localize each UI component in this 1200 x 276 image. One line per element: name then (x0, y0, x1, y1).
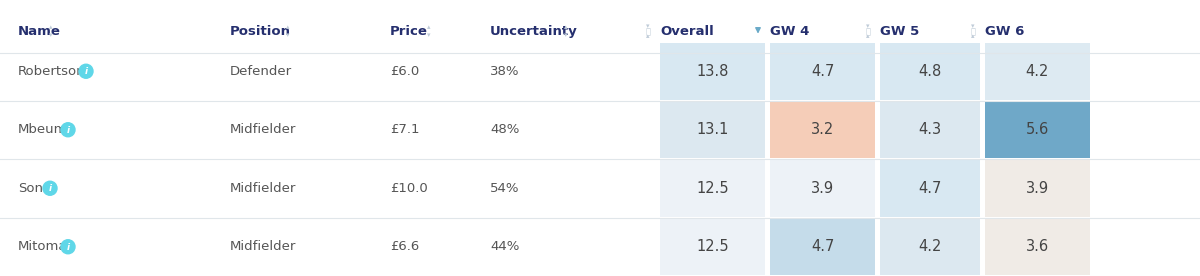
Text: 48%: 48% (490, 123, 520, 136)
Circle shape (79, 64, 94, 78)
Text: Position: Position (230, 25, 292, 38)
Text: Robertson: Robertson (18, 65, 85, 78)
Text: 3.9: 3.9 (811, 181, 834, 196)
Text: GW 5: GW 5 (880, 25, 919, 38)
Text: 38%: 38% (490, 65, 520, 78)
Text: GW 4: GW 4 (770, 25, 809, 38)
Bar (770, 219, 875, 275)
Text: 4.7: 4.7 (918, 181, 942, 196)
Text: ▴: ▴ (564, 25, 568, 31)
Text: i: i (66, 243, 70, 252)
Bar (985, 43, 1090, 100)
Text: i: i (84, 67, 88, 76)
Text: Midfielder: Midfielder (230, 123, 296, 136)
Text: ▾: ▾ (564, 33, 568, 38)
Text: ▾: ▾ (427, 33, 431, 38)
Circle shape (43, 181, 58, 195)
Text: 54%: 54% (490, 182, 520, 195)
Text: ⬧: ⬧ (865, 27, 870, 36)
Text: ▴: ▴ (971, 33, 974, 39)
Circle shape (61, 123, 74, 137)
Text: 12.5: 12.5 (696, 239, 728, 254)
Bar (880, 219, 980, 275)
Bar (880, 160, 980, 216)
Bar (770, 43, 875, 100)
Bar (770, 102, 875, 158)
Text: Midfielder: Midfielder (230, 182, 296, 195)
Bar (660, 102, 766, 158)
Text: ⬧: ⬧ (971, 27, 976, 36)
Text: Name: Name (18, 25, 61, 38)
Text: ▾: ▾ (866, 23, 870, 30)
Circle shape (61, 240, 74, 254)
Text: Midfielder: Midfielder (230, 240, 296, 253)
Text: ▴: ▴ (866, 33, 870, 39)
Bar (770, 160, 875, 216)
Text: ▴: ▴ (286, 25, 289, 31)
Text: 5.6: 5.6 (1026, 122, 1049, 137)
Text: ▾: ▾ (971, 23, 974, 30)
Text: 12.5: 12.5 (696, 181, 728, 196)
Text: 44%: 44% (490, 240, 520, 253)
Text: 4.2: 4.2 (918, 239, 942, 254)
Text: 3.6: 3.6 (1026, 239, 1049, 254)
Text: £10.0: £10.0 (390, 182, 427, 195)
Text: 3.2: 3.2 (811, 122, 834, 137)
Text: ⬧: ⬧ (646, 27, 650, 36)
Text: £6.6: £6.6 (390, 240, 419, 253)
Text: Defender: Defender (230, 65, 292, 78)
Bar (985, 219, 1090, 275)
Text: ▾: ▾ (286, 33, 289, 38)
Text: ▴: ▴ (427, 25, 431, 31)
Text: 13.1: 13.1 (696, 122, 728, 137)
Text: Overall: Overall (660, 25, 714, 38)
Text: 4.3: 4.3 (918, 122, 942, 137)
Text: 13.8: 13.8 (696, 64, 728, 79)
Bar (985, 160, 1090, 216)
Text: 4.2: 4.2 (1026, 64, 1049, 79)
Bar (660, 160, 766, 216)
Bar (880, 43, 980, 100)
Text: Mbeumo: Mbeumo (18, 123, 76, 136)
Text: ▴: ▴ (49, 25, 53, 31)
Text: i: i (66, 126, 70, 135)
Text: 3.9: 3.9 (1026, 181, 1049, 196)
Bar (880, 102, 980, 158)
Bar (985, 102, 1090, 158)
Text: Uncertainty: Uncertainty (490, 25, 577, 38)
Text: ▾: ▾ (49, 33, 53, 38)
Text: 4.7: 4.7 (811, 239, 834, 254)
Text: i: i (48, 184, 52, 193)
Text: ▴: ▴ (647, 33, 649, 39)
Bar (660, 43, 766, 100)
Text: Price: Price (390, 25, 428, 38)
Bar (660, 219, 766, 275)
Text: 4.7: 4.7 (811, 64, 834, 79)
Text: £6.0: £6.0 (390, 65, 419, 78)
Text: ▾: ▾ (647, 23, 649, 30)
Text: Son: Son (18, 182, 43, 195)
Text: Mitoma: Mitoma (18, 240, 67, 253)
Text: £7.1: £7.1 (390, 123, 420, 136)
Text: 4.8: 4.8 (918, 64, 942, 79)
Text: GW 6: GW 6 (985, 25, 1025, 38)
